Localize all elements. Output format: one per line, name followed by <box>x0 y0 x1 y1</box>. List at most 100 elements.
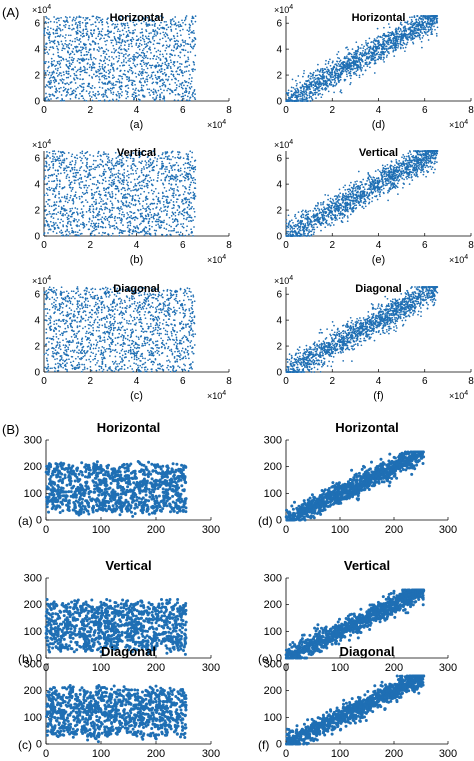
scatter-point <box>371 41 373 43</box>
scatter-point <box>132 204 135 206</box>
scatter-point <box>400 29 402 31</box>
scatter-point <box>192 29 195 32</box>
scatter-point <box>365 52 368 55</box>
scatter-point <box>140 222 142 225</box>
scatter-point <box>101 81 103 84</box>
scatter-point <box>74 74 76 77</box>
scatter-point <box>403 35 406 37</box>
scatter-point <box>93 49 95 51</box>
scatter-point <box>74 207 77 209</box>
scatter-point <box>390 42 392 44</box>
scatter-point <box>111 206 114 209</box>
scatter-point <box>63 47 66 50</box>
scatter-point <box>133 164 136 167</box>
scatter-point <box>347 48 349 51</box>
scatter-point <box>321 67 324 70</box>
scatter-point <box>297 90 300 92</box>
scatter-point <box>176 220 179 223</box>
scatter-point <box>79 92 81 95</box>
scatter-point <box>339 74 342 77</box>
scatter-point <box>377 40 380 43</box>
scatter-point <box>97 68 100 71</box>
scatter-point <box>150 89 153 92</box>
scatter-point <box>128 45 130 48</box>
scatter-point <box>174 211 177 214</box>
scatter-point <box>160 207 162 209</box>
scatter-point <box>111 20 114 23</box>
scatter-point <box>160 220 163 223</box>
scatter-point <box>119 177 122 180</box>
scatter-point <box>61 49 63 52</box>
scatter-point <box>112 183 114 186</box>
scatter-point <box>74 176 77 179</box>
scatter-point <box>127 55 129 57</box>
scatter-point <box>124 90 127 92</box>
scatter-point <box>310 81 313 84</box>
scatter-point <box>397 38 400 40</box>
scatter-point <box>295 91 297 94</box>
scatter-point <box>67 166 70 168</box>
scatter-point <box>103 66 106 69</box>
scatter-point <box>129 224 132 227</box>
scatter-point <box>59 62 62 65</box>
scatter-point <box>159 168 161 170</box>
scatter-point <box>52 167 55 169</box>
scatter-point <box>417 21 419 24</box>
scatter-point <box>111 83 114 86</box>
scatter-point <box>81 162 84 164</box>
scatter-point <box>164 32 167 34</box>
scatter-point <box>113 178 115 181</box>
scatter-point <box>373 38 376 40</box>
scatter-point <box>183 71 186 73</box>
scatter-point <box>349 83 351 86</box>
scatter-point <box>81 95 83 97</box>
scatter-point <box>124 48 127 51</box>
scatter-point <box>80 223 82 226</box>
scatter-point <box>76 29 79 32</box>
scatter-point <box>164 85 167 88</box>
scatter-point <box>177 54 180 57</box>
scatter-point <box>92 197 94 200</box>
scatter-point <box>176 61 179 63</box>
scatter-point <box>159 88 162 91</box>
scatter-point <box>152 169 155 172</box>
scatter-point <box>133 91 136 94</box>
data-points <box>43 150 197 237</box>
scatter-point <box>301 95 304 97</box>
scatter-point <box>79 167 82 169</box>
scatter-point <box>426 34 429 37</box>
scatter-point <box>145 231 148 234</box>
scatter-point <box>50 161 53 163</box>
scatter-point <box>372 57 375 60</box>
scatter-point <box>134 216 137 218</box>
scatter-point <box>127 15 130 18</box>
scatter-point <box>329 72 332 74</box>
scatter-point <box>193 37 196 39</box>
scatter-point <box>117 199 119 202</box>
scatter-point <box>95 166 98 169</box>
scatter-point <box>173 229 175 232</box>
scatter-point <box>140 84 143 87</box>
scatter-point <box>131 81 134 84</box>
scatter-point <box>178 194 180 197</box>
scatter-point <box>177 99 180 102</box>
scatter-point <box>154 234 157 236</box>
scatter-point <box>80 86 83 88</box>
scatter-point <box>78 183 81 186</box>
scatter-point <box>425 17 428 20</box>
scatter-point <box>185 70 188 73</box>
scatter-point <box>190 181 192 184</box>
scatter-point <box>148 32 151 35</box>
scatter-point <box>132 58 134 61</box>
scatter-point <box>98 213 101 216</box>
scatter-point <box>120 220 123 222</box>
scatter-point <box>394 39 396 42</box>
scatter-point <box>169 175 172 178</box>
scatter-point <box>184 81 187 83</box>
scatter-point <box>55 177 58 180</box>
scatter-point <box>131 36 134 39</box>
scatter-point <box>89 174 92 177</box>
scatter-point <box>130 40 133 43</box>
scatter-point <box>49 174 52 177</box>
